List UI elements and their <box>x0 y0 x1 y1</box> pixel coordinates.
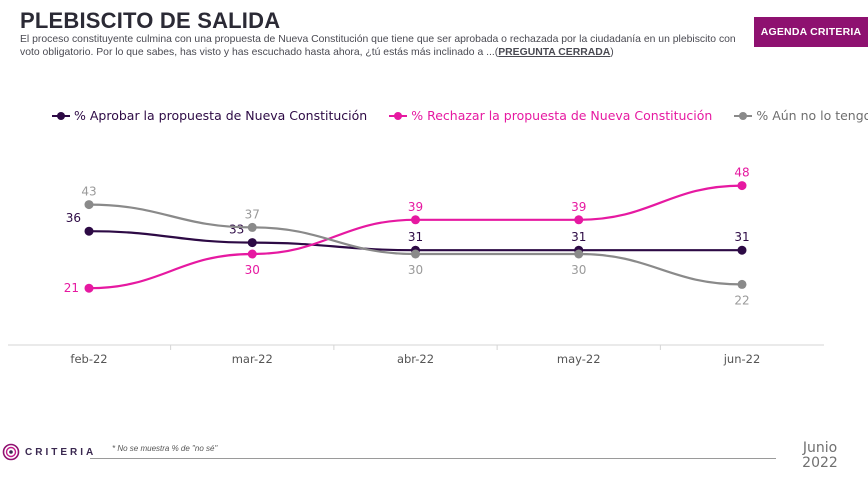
question-text: El proceso constituyente culmina con una… <box>20 33 740 59</box>
report-date: Junio 2022 <box>798 441 842 471</box>
question-end: ) <box>610 47 614 58</box>
data-point <box>411 215 420 225</box>
legend-item-aprobar: % Aprobar la propuesta de Nueva Constitu… <box>52 108 367 123</box>
data-label: 30 <box>571 263 586 277</box>
legend-marker-rechazar <box>389 111 408 121</box>
question-main: El proceso constituyente culmina con una… <box>20 34 736 58</box>
data-label: 31 <box>571 230 586 244</box>
data-label: 48 <box>734 166 749 180</box>
data-point <box>247 222 257 232</box>
legend-marker-no-claro <box>734 111 753 121</box>
data-label: 30 <box>408 263 423 277</box>
legend-label-no-claro: % Aún no lo tengo claro <box>756 108 868 123</box>
x-tick-label: mar-22 <box>232 352 273 366</box>
question-type: PREGUNTA CERRADA <box>498 47 611 58</box>
data-label: 39 <box>408 200 423 214</box>
data-point <box>247 249 257 259</box>
legend-label-aprobar: % Aprobar la propuesta de Nueva Constitu… <box>74 108 368 123</box>
legend-label-rechazar: % Rechazar la propuesta de Nueva Constit… <box>411 108 713 123</box>
data-label: 31 <box>734 230 749 244</box>
data-label: 22 <box>734 293 749 307</box>
data-label: 39 <box>571 200 586 214</box>
data-label: 31 <box>408 230 423 244</box>
report-month: Junio <box>802 440 838 456</box>
data-point <box>574 249 584 259</box>
x-tick-label: jun-22 <box>723 352 761 366</box>
legend-item-rechazar: % Rechazar la propuesta de Nueva Constit… <box>389 108 712 123</box>
x-tick-label: feb-22 <box>70 352 107 366</box>
data-point <box>574 215 584 225</box>
data-point <box>84 226 94 236</box>
line-chart: feb-22 mar-22 abr-22 may-22 jun-22 36 33 31 31 31… <box>8 166 824 366</box>
data-point <box>84 200 94 210</box>
footer-divider <box>90 458 776 459</box>
data-label: 30 <box>245 263 260 277</box>
x-tick-label: abr-22 <box>397 352 434 366</box>
data-point <box>737 245 747 255</box>
legend-item-no-claro: % Aún no lo tengo claro <box>734 108 868 123</box>
data-label: 37 <box>245 207 260 221</box>
data-point <box>411 249 420 259</box>
report-year: 2022 <box>802 455 838 471</box>
agenda-criteria-badge: AGENDA CRITERIA <box>754 17 868 47</box>
x-tick-label: may-22 <box>557 352 601 366</box>
criteria-logo: CRITERIA <box>2 443 96 461</box>
criteria-logo-icon <box>2 443 20 461</box>
data-label: 33 <box>229 223 244 237</box>
data-label: 21 <box>64 281 79 295</box>
footnote: * No se muestra % de "no sé" <box>112 444 218 453</box>
legend-marker-aprobar <box>52 111 70 121</box>
data-point <box>737 181 747 191</box>
data-point <box>737 279 747 289</box>
data-label: 36 <box>66 211 81 225</box>
chart-legend: % Aprobar la propuesta de Nueva Constitu… <box>52 108 868 123</box>
data-label: 43 <box>81 185 96 199</box>
logo-text: CRITERIA <box>25 446 97 458</box>
data-point <box>84 283 94 293</box>
data-point <box>247 238 257 248</box>
page-title: PLEBISCITO DE SALIDA <box>20 8 281 33</box>
